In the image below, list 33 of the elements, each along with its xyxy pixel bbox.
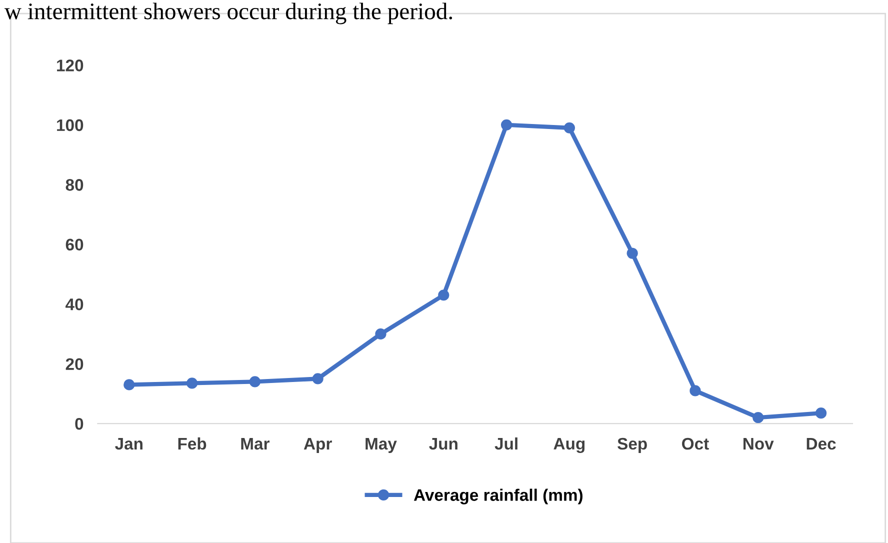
x-tick-label: Oct [682, 438, 709, 450]
point [500, 119, 512, 130]
point [375, 328, 386, 340]
point [438, 290, 450, 301]
x-tick-label: Nov [744, 438, 774, 450]
x-tick-label: Apr [304, 438, 332, 453]
x-tick-label: Aug [554, 438, 585, 453]
y-tick-label: 120 [57, 60, 84, 72]
point [564, 122, 575, 134]
point [312, 373, 324, 384]
x-tick-label: Sep [618, 438, 647, 453]
point [690, 385, 701, 396]
y-tick-label: 60 [66, 238, 84, 251]
point [752, 412, 764, 424]
y-tick-label: 0 [75, 418, 84, 430]
y-tick-label: 20 [66, 358, 84, 370]
point [626, 248, 638, 259]
legend-label: Average rainfall (mm) [414, 488, 582, 504]
x-tick-label: Feb [178, 437, 206, 450]
x-tick-label: May [366, 438, 397, 453]
x-tick-label: Dec [806, 438, 836, 450]
x-tick-label: Jun [429, 438, 458, 450]
y-tick-label: 80 [66, 179, 84, 191]
point [815, 408, 827, 419]
x-tick-label: Jan [115, 438, 142, 450]
x-tick-label: Mar [241, 438, 270, 450]
point [186, 378, 198, 389]
y-tick-label: 40 [66, 298, 84, 310]
x-tick-label: Jul [494, 437, 518, 450]
point [124, 379, 135, 390]
point [249, 376, 260, 388]
text: w intermittent showers occur during the period. [4, 2, 452, 24]
y-tick-label: 100 [57, 119, 84, 132]
